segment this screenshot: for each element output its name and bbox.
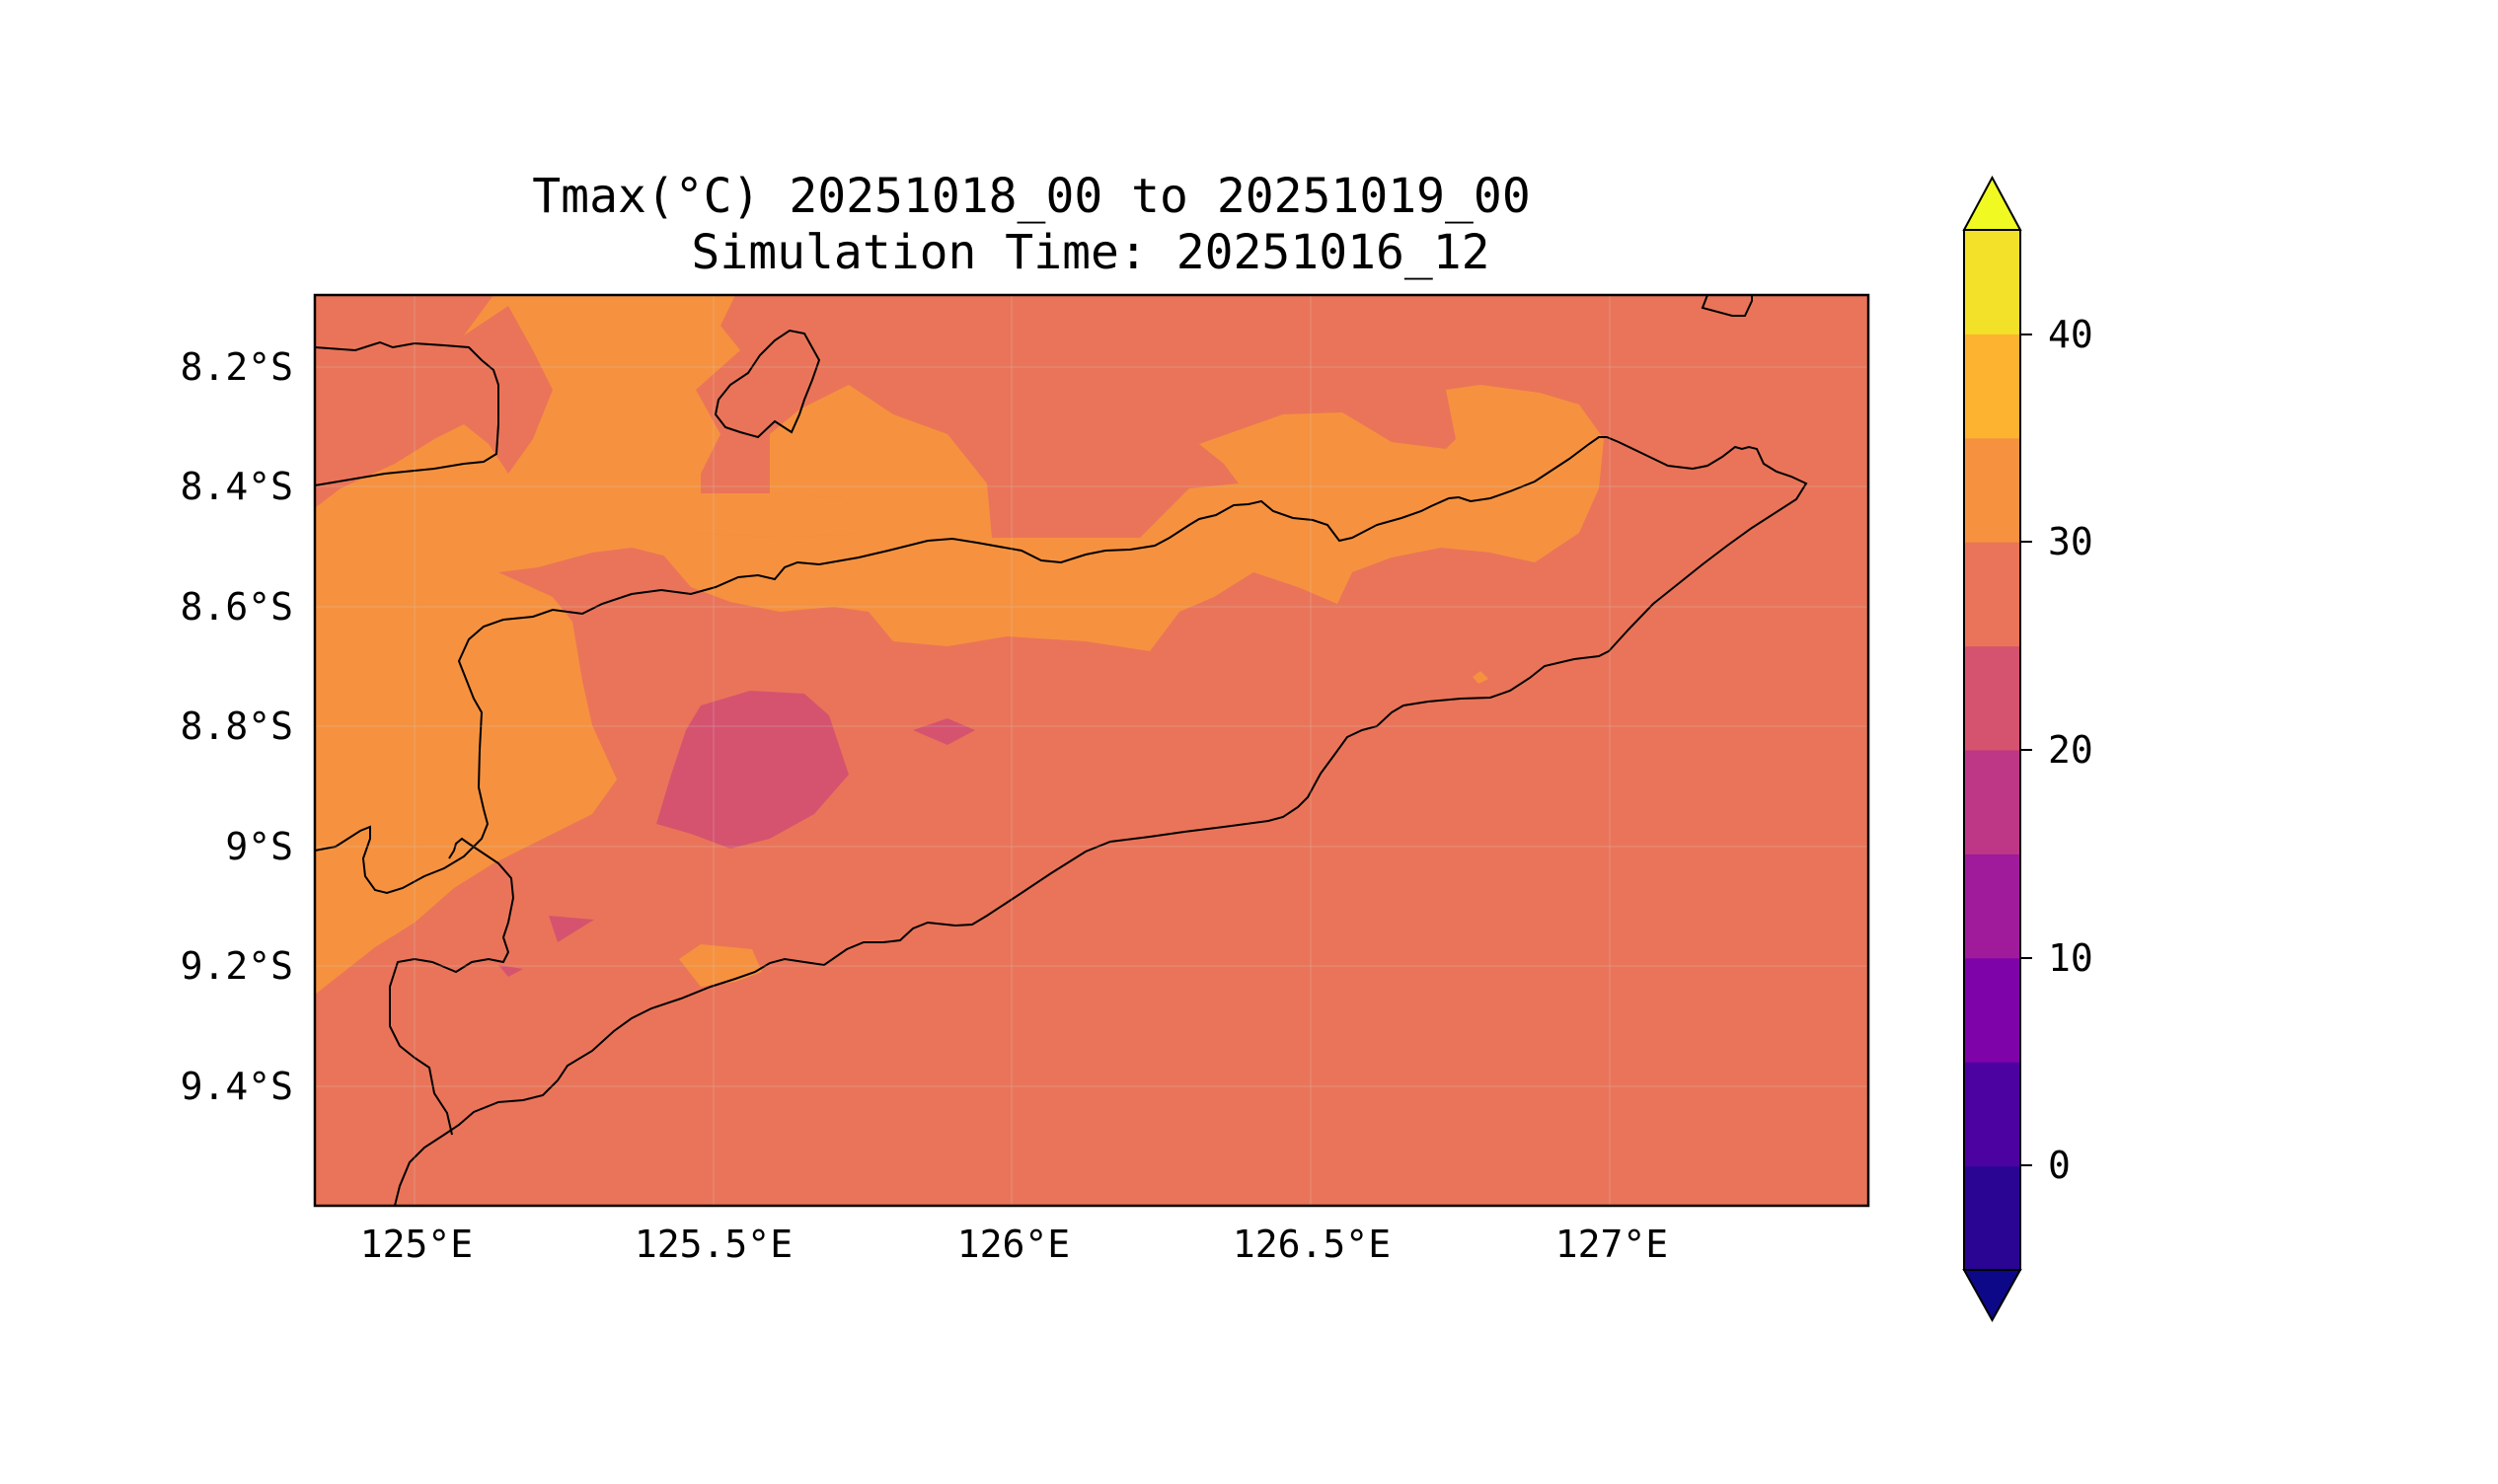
- colorbar-under-arrow: [1962, 1269, 2022, 1323]
- map-panel: [315, 295, 1868, 1206]
- colorbar-tick-label: 20: [2048, 728, 2093, 772]
- lon-tick-label: 127°E: [1555, 1223, 1668, 1266]
- colorbar-band: [1964, 1165, 2020, 1271]
- chart-subtitle: Simulation Time: 20251016_12: [691, 225, 1489, 280]
- tmax-field-25-30-northwest-2: [315, 306, 553, 508]
- tmax-field-below-25-small-2: [549, 916, 594, 942]
- colorbar-over-arrow: [1962, 175, 2022, 231]
- lon-tick-label: 125.5°E: [635, 1223, 793, 1266]
- lon-tick-label: 126°E: [957, 1223, 1070, 1266]
- colorbar-tick-label: 30: [2048, 520, 2093, 563]
- lon-tick-label: 125°E: [360, 1223, 473, 1266]
- colorbar-tick-label: 40: [2048, 313, 2093, 356]
- lat-tick-label: 9.2°S: [181, 944, 293, 988]
- lat-tick-label: 8.4°S: [181, 465, 293, 508]
- lon-tick-label: 126.5°E: [1233, 1223, 1391, 1266]
- tmax-field-below-25-small-3: [498, 965, 523, 977]
- colorbar-band: [1964, 542, 2020, 647]
- colorbar-band: [1964, 1062, 2020, 1167]
- colorbar-tick-label: 10: [2048, 936, 2093, 980]
- chart-title: Tmax(°C) 20251018_00 to 20251019_00: [532, 169, 1530, 224]
- coastlines: [315, 295, 1808, 1206]
- lat-tick-label: 8.6°S: [181, 585, 293, 629]
- tmax-field-below-25: [656, 691, 849, 849]
- colorbar-band: [1964, 750, 2020, 854]
- colorbar-band: [1964, 645, 2020, 751]
- colorbar-band: [1964, 853, 2020, 959]
- lon-axis: 125°E 125.5°E 126°E 126.5°E 127°E: [360, 1223, 1668, 1266]
- tmax-field-30-35-band: [661, 385, 1604, 651]
- colorbar: 0 10 20 30 40: [1962, 175, 2093, 1323]
- colorbar-band: [1964, 334, 2020, 439]
- colorbar-tick-label: 0: [2048, 1144, 2071, 1187]
- colorbar-ticks: [2020, 334, 2032, 1166]
- colorbar-band: [1964, 437, 2020, 543]
- colorbar-band: [1964, 230, 2020, 334]
- tmax-field-25-30-northwest: [315, 295, 493, 350]
- tmax-field-30-35-dot: [1473, 671, 1488, 684]
- lat-axis: 8.2°S 8.4°S 8.6°S 8.8°S 9°S 9.2°S 9.4°S: [181, 345, 293, 1108]
- tmax-field-30-35-west: [315, 295, 859, 995]
- lat-tick-label: 8.2°S: [181, 345, 293, 389]
- map-frame: [313, 293, 1870, 1208]
- colorbar-band: [1964, 957, 2020, 1063]
- gridlines: [315, 295, 1868, 1206]
- tmax-field-below-25-small: [913, 718, 975, 745]
- lat-tick-label: 9.4°S: [181, 1065, 293, 1108]
- lat-tick-label: 8.8°S: [181, 705, 293, 748]
- lat-tick-label: 9°S: [225, 825, 293, 868]
